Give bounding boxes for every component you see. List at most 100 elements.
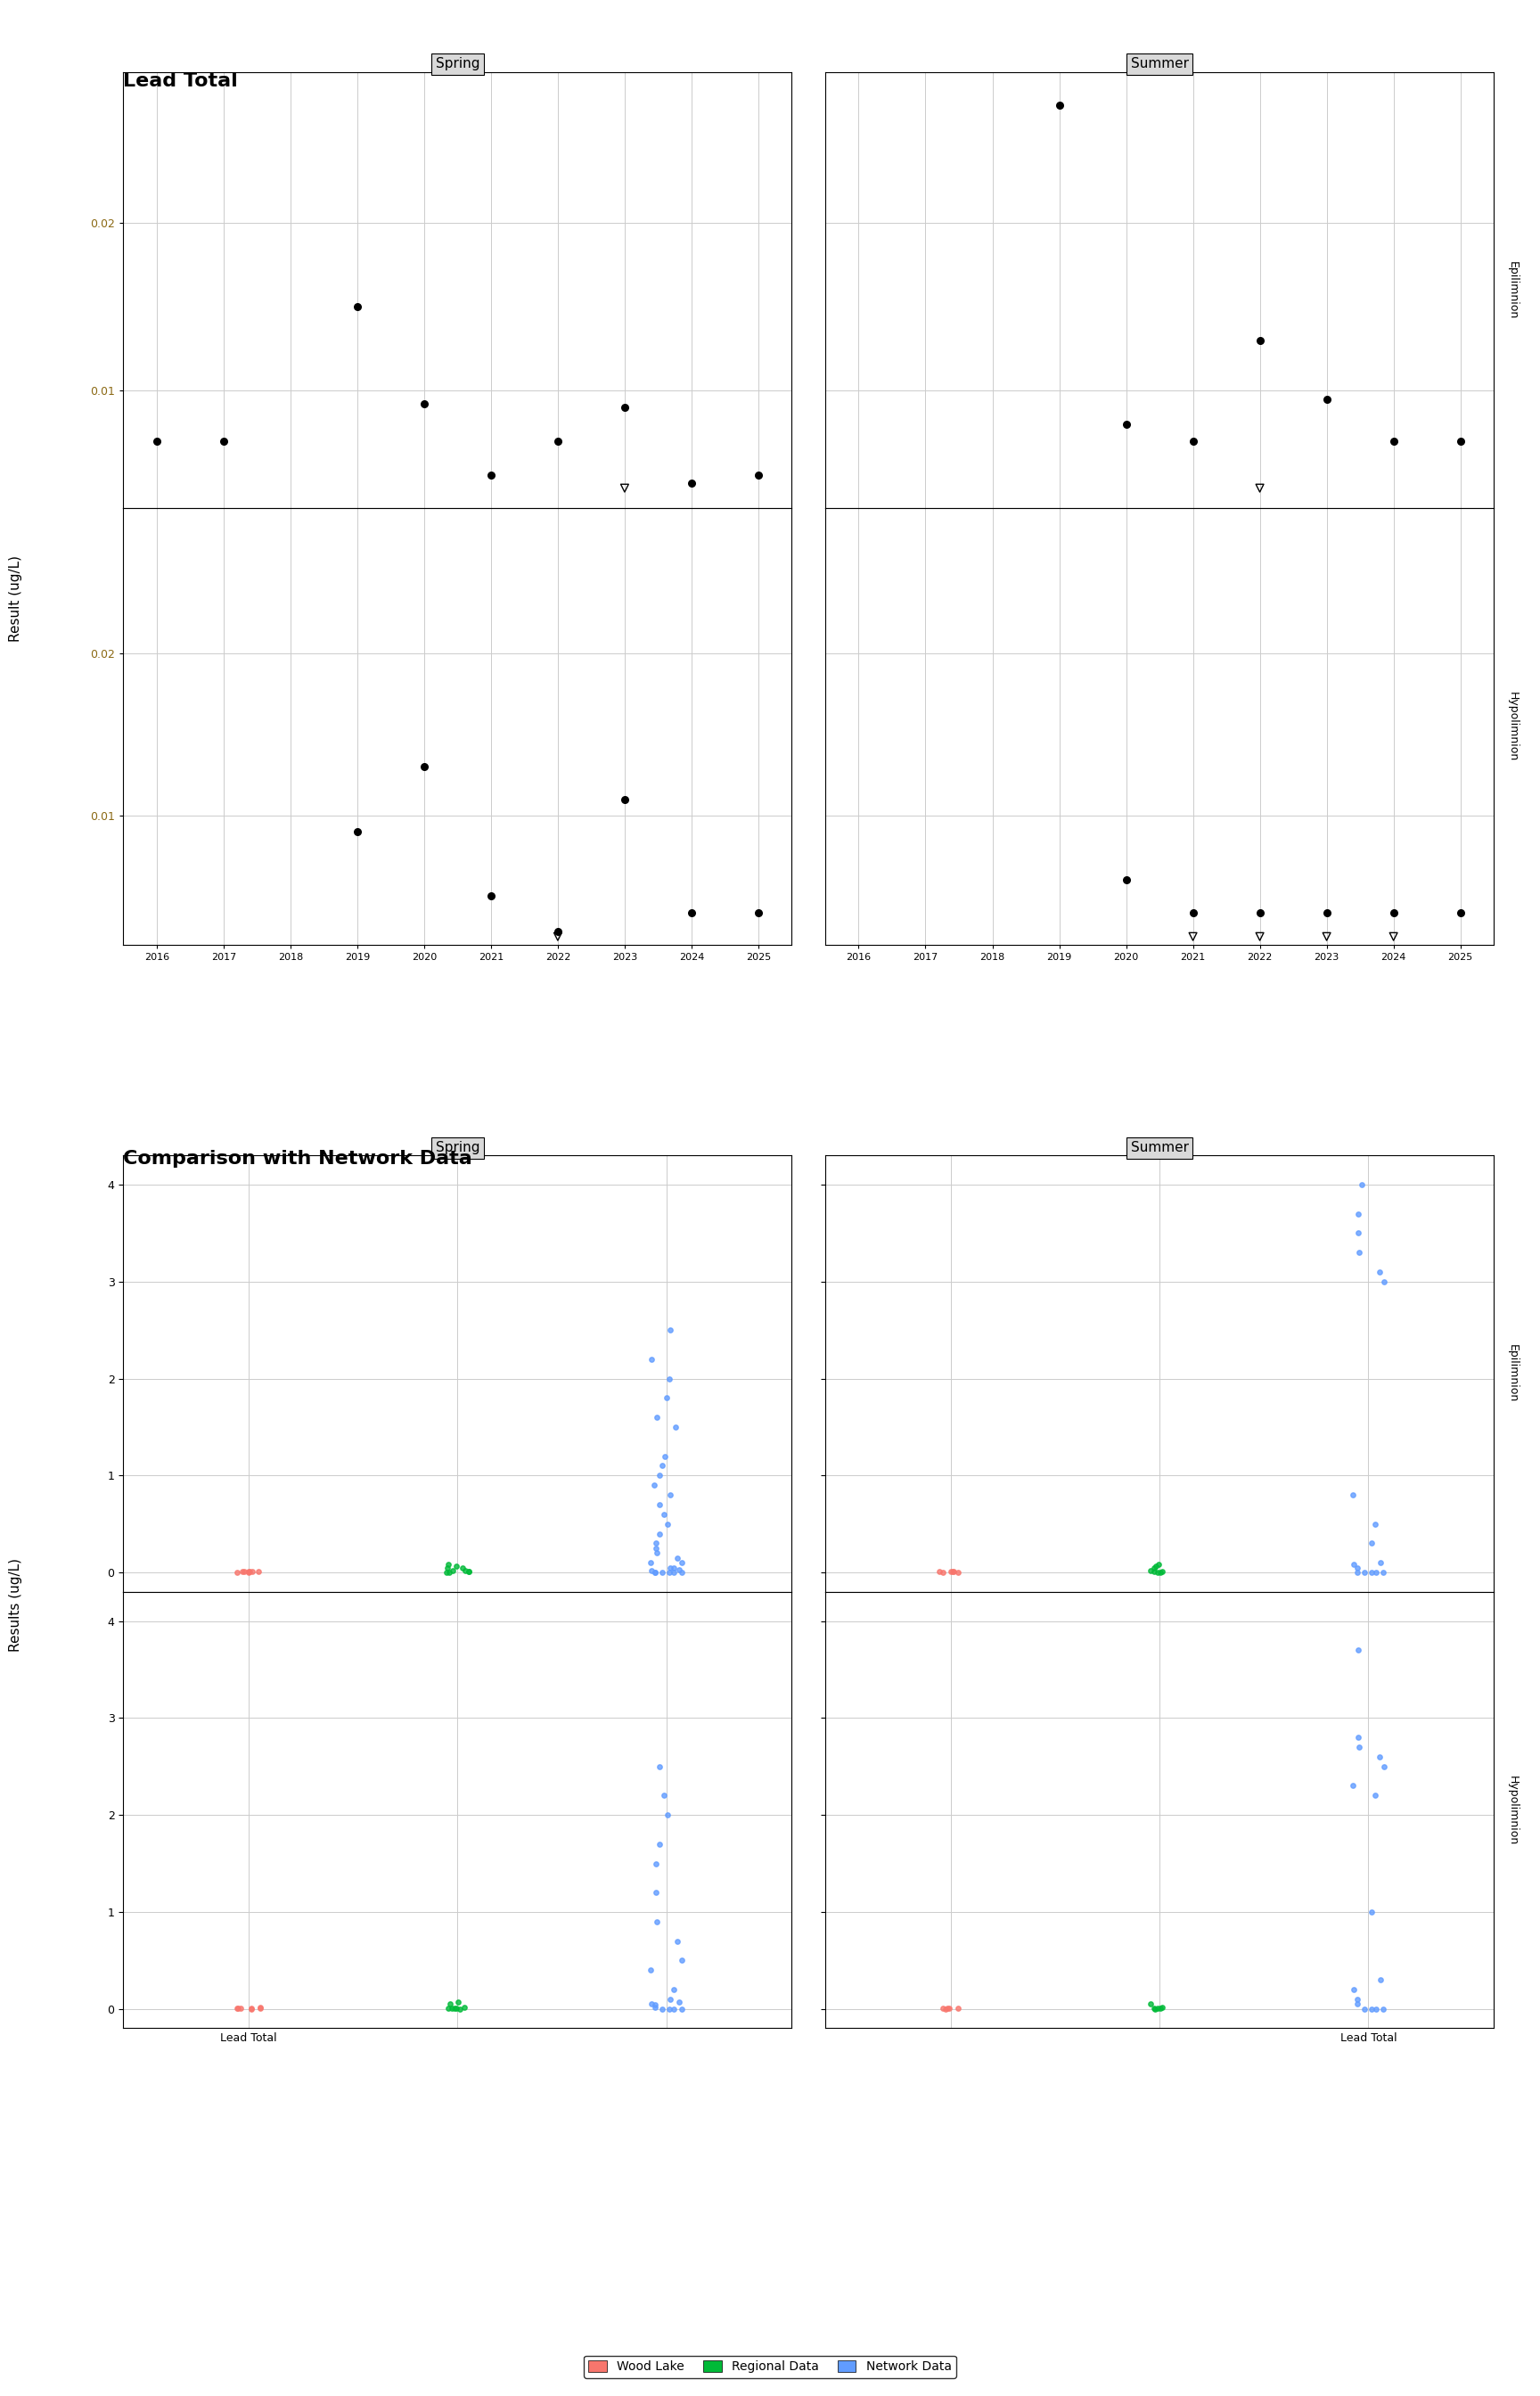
Point: [448, 1989, 473, 2027]
Title: Summer: Summer: [1130, 1140, 1189, 1155]
Point: [1346, 1728, 1371, 1766]
Point: [1364, 1553, 1389, 1591]
Point: [647, 1826, 671, 1864]
Point: [665, 1922, 690, 1960]
Point: [670, 1543, 695, 1581]
Point: [941, 1553, 966, 1591]
Point: [1247, 321, 1272, 359]
Point: [1363, 1775, 1388, 1814]
Point: [661, 1970, 685, 2008]
Point: [436, 1989, 460, 2027]
Point: [1314, 381, 1338, 419]
Legend: Wood Lake, Regional Data, Network Data: Wood Lake, Regional Data, Network Data: [584, 2355, 956, 2377]
Point: [639, 1550, 664, 1589]
Point: [436, 1548, 460, 1586]
Point: [450, 1548, 474, 1586]
Point: [1381, 918, 1406, 956]
Point: [644, 1524, 668, 1562]
Point: [236, 1553, 260, 1591]
Point: [644, 1399, 668, 1438]
Point: [662, 1553, 687, 1591]
Point: [1346, 1632, 1371, 1670]
Point: [654, 1505, 679, 1543]
Point: [240, 1553, 265, 1591]
Point: [938, 1989, 962, 2027]
Point: [239, 1989, 263, 2027]
Point: [1448, 894, 1472, 932]
Point: [647, 1747, 671, 1785]
Point: [639, 1339, 664, 1378]
Point: [1150, 1989, 1175, 2027]
Point: [434, 1553, 459, 1591]
Point: [1372, 1263, 1397, 1301]
Point: [1360, 1989, 1384, 2027]
Point: [658, 1548, 682, 1586]
Point: [946, 1989, 970, 2027]
Point: [1181, 918, 1206, 956]
Point: [679, 894, 704, 932]
Point: [941, 1553, 966, 1591]
Point: [650, 1447, 675, 1486]
Point: [1181, 422, 1206, 460]
Point: [662, 1989, 687, 2027]
Point: [667, 1984, 691, 2022]
Point: [436, 1545, 460, 1584]
Title: Spring: Spring: [436, 1140, 479, 1155]
Point: [661, 1548, 685, 1586]
Point: [225, 1989, 249, 2027]
Point: [639, 1984, 664, 2022]
Point: [248, 1989, 273, 2027]
Point: [1314, 918, 1338, 956]
Point: [658, 1979, 682, 2017]
Point: [1360, 1553, 1384, 1591]
Point: [679, 465, 704, 503]
Point: [930, 1989, 955, 2027]
Title: Spring: Spring: [436, 58, 479, 72]
Point: [453, 1989, 477, 2027]
Point: [647, 1486, 671, 1524]
Point: [1371, 1553, 1395, 1591]
Point: [237, 1553, 262, 1591]
Point: [638, 1543, 662, 1581]
Point: [658, 1989, 682, 2027]
Point: [935, 1989, 959, 2027]
Point: [650, 1553, 675, 1591]
Point: [1147, 1989, 1172, 2027]
Point: [440, 1550, 465, 1589]
Point: [647, 1457, 671, 1495]
Text: Hypolimnion: Hypolimnion: [1508, 1775, 1518, 1845]
Point: [613, 781, 638, 819]
Point: [1113, 405, 1138, 443]
Point: [642, 1466, 667, 1505]
Point: [1344, 1979, 1369, 2017]
Point: [1341, 1970, 1366, 2008]
Point: [1144, 1545, 1169, 1584]
Point: [1143, 1989, 1167, 2027]
Point: [445, 1984, 470, 2022]
Point: [930, 1553, 955, 1591]
Point: [239, 1989, 263, 2027]
Point: [1143, 1548, 1167, 1586]
Point: [1372, 1747, 1397, 1785]
Point: [1344, 1548, 1369, 1586]
Point: [1150, 1553, 1175, 1591]
Point: [658, 1553, 682, 1591]
Point: [211, 422, 236, 460]
Point: [1146, 1989, 1170, 2027]
Point: [1344, 1553, 1369, 1591]
Point: [440, 1989, 465, 2027]
Text: Epilimnion: Epilimnion: [1508, 261, 1518, 319]
Point: [1363, 1505, 1388, 1543]
Point: [225, 1989, 249, 2027]
Point: [229, 1553, 254, 1591]
Point: [246, 1553, 271, 1591]
Point: [225, 1553, 249, 1591]
Point: [1368, 1253, 1392, 1291]
Text: Result (ug/L): Result (ug/L): [9, 556, 22, 642]
Point: [345, 288, 370, 326]
Point: [1346, 1234, 1371, 1272]
Point: [642, 1553, 667, 1591]
Point: [658, 1359, 682, 1397]
Point: [927, 1553, 952, 1591]
Point: [1143, 1989, 1167, 2027]
